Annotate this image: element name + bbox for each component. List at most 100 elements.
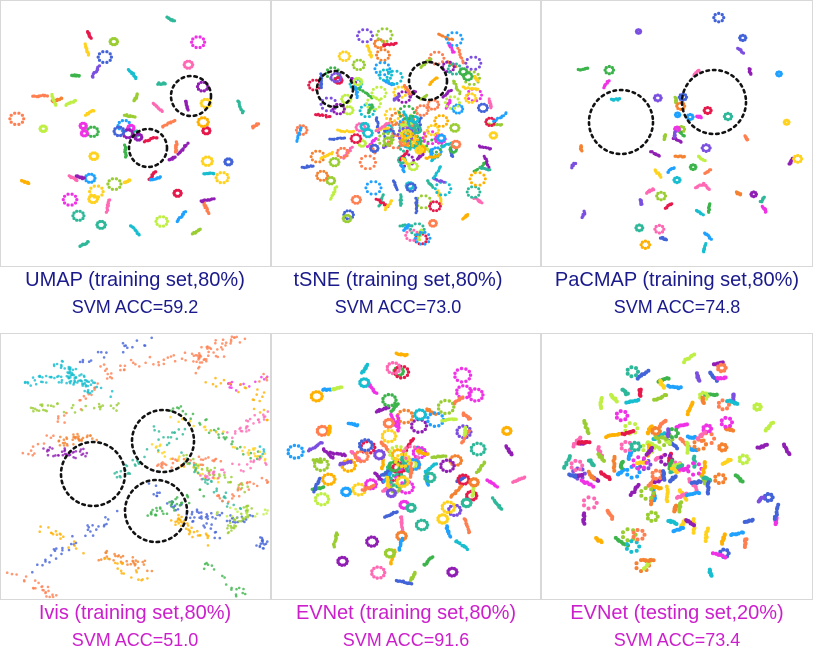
point — [416, 131, 420, 135]
ivis-point — [123, 368, 126, 371]
point — [390, 73, 394, 77]
ivis-point — [235, 587, 238, 591]
ivis-point — [122, 572, 126, 575]
ivis-point — [261, 395, 264, 398]
point — [467, 78, 471, 82]
point — [398, 224, 402, 228]
point — [191, 43, 195, 48]
tsne-panel — [271, 0, 541, 267]
point — [349, 137, 353, 141]
point — [704, 143, 708, 147]
point — [400, 95, 404, 99]
point — [93, 157, 97, 161]
point — [325, 171, 328, 175]
ivis-point — [72, 433, 75, 436]
cluster-mark — [441, 60, 456, 74]
ivis-point — [46, 585, 50, 589]
point — [470, 494, 475, 498]
ivis-point — [171, 461, 175, 465]
point — [449, 504, 453, 509]
cluster-mark — [451, 103, 465, 115]
point — [701, 213, 705, 217]
cluster-mark — [450, 139, 462, 150]
ivis-point — [237, 520, 241, 523]
ivis-point — [240, 429, 244, 433]
ivis-point — [100, 350, 103, 354]
point — [460, 56, 464, 60]
point — [120, 119, 124, 123]
point — [81, 216, 85, 221]
point — [374, 129, 378, 133]
ivis-point — [81, 358, 85, 362]
ivis-point — [56, 417, 60, 420]
cluster-mark — [694, 208, 705, 217]
point — [435, 191, 439, 194]
point — [437, 114, 441, 118]
ivis-point — [47, 526, 50, 529]
ivis-point — [190, 526, 193, 529]
point — [199, 89, 203, 93]
evnet-train-scatter — [286, 351, 527, 586]
point — [796, 153, 800, 158]
ivis-point — [119, 475, 122, 479]
point — [395, 69, 399, 73]
point — [336, 154, 340, 158]
point — [222, 171, 226, 175]
cluster-mark — [603, 64, 616, 76]
ivis-point — [219, 459, 223, 463]
point — [398, 120, 402, 124]
point — [329, 76, 333, 79]
point — [492, 119, 496, 123]
point — [362, 377, 366, 381]
point — [358, 139, 362, 143]
ivis-point — [89, 434, 92, 437]
point — [415, 123, 419, 126]
point — [458, 92, 462, 96]
point — [443, 193, 447, 197]
point — [300, 165, 304, 169]
cluster-mark — [50, 92, 58, 107]
ivis-point — [163, 455, 167, 458]
point — [458, 53, 462, 57]
point — [301, 132, 305, 136]
point — [439, 193, 443, 197]
point — [316, 501, 320, 506]
cluster-mark — [634, 223, 645, 233]
point — [440, 144, 444, 148]
point — [391, 129, 395, 133]
ivis-point — [51, 593, 54, 596]
point — [324, 109, 328, 113]
cluster-mark — [314, 112, 332, 119]
point — [107, 179, 111, 183]
ivis-point — [244, 518, 248, 521]
point — [124, 155, 128, 159]
point — [367, 115, 371, 119]
ivis-point — [260, 539, 264, 542]
point — [662, 197, 666, 201]
cluster-mark — [695, 114, 703, 120]
point — [348, 209, 352, 213]
cluster-mark — [83, 42, 91, 57]
point — [690, 113, 694, 117]
point — [362, 121, 366, 125]
point — [161, 215, 166, 219]
ivis-point — [202, 494, 205, 498]
point — [358, 109, 362, 113]
ivis-point — [155, 445, 158, 448]
ivis-point — [112, 407, 115, 410]
point — [478, 76, 481, 80]
ivis-point — [105, 377, 109, 380]
point — [383, 87, 387, 91]
ivis-point — [259, 542, 263, 545]
point — [294, 128, 298, 132]
point — [478, 190, 482, 194]
cluster-mark — [673, 154, 686, 159]
point — [442, 180, 446, 184]
ivis-point — [245, 430, 248, 433]
point — [401, 130, 405, 134]
cluster-mark — [385, 69, 404, 85]
ivis-point — [202, 567, 206, 571]
tsne-caption: tSNE (training set,80%) SVM ACC=73.0 — [263, 269, 533, 318]
point — [410, 168, 414, 172]
ivis-point — [166, 436, 170, 439]
